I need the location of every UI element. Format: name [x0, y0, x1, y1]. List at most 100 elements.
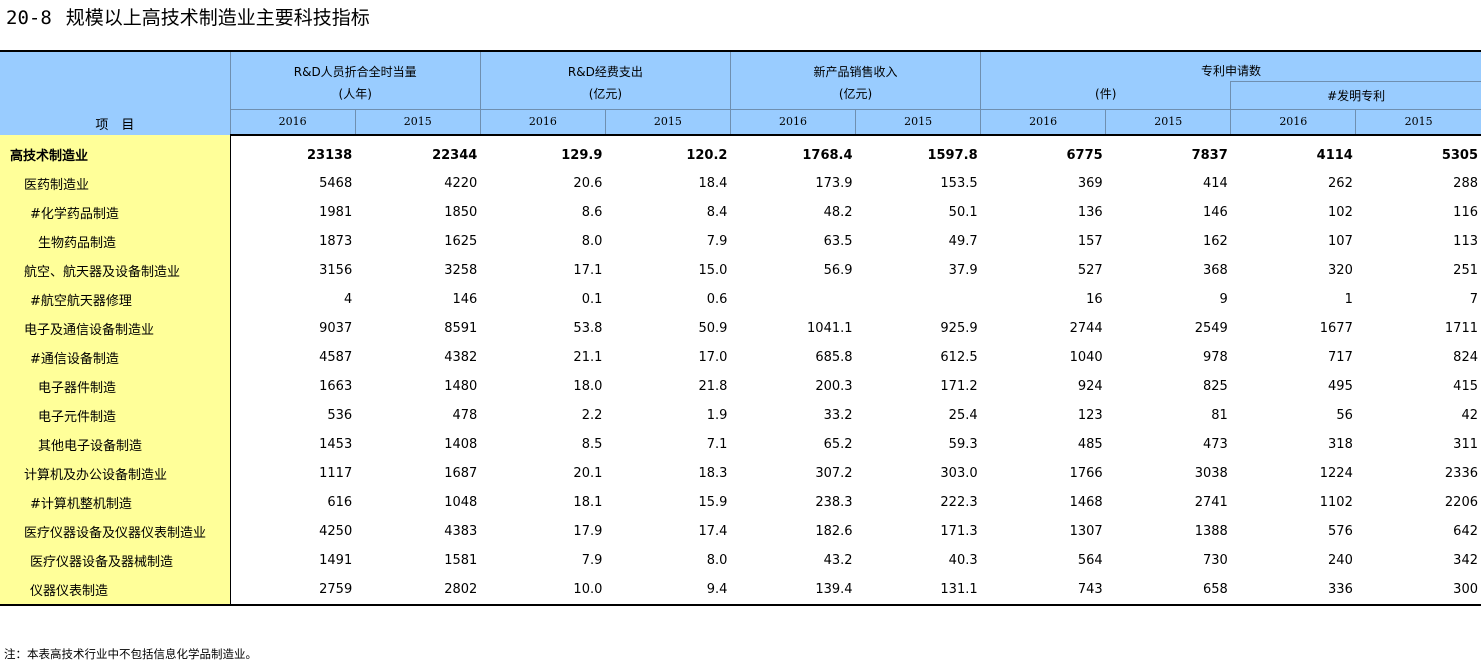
table-cell: 8591: [444, 320, 478, 336]
table-cell: 1117: [319, 465, 353, 481]
table-cell: 0.6: [706, 291, 728, 307]
table-cell: 153.5: [940, 175, 978, 191]
table-cell: 564: [1077, 552, 1103, 568]
table-cell: 612.5: [940, 349, 978, 365]
row-label: #航空航天器修理: [0, 284, 231, 314]
unit-rd-expenditure: (亿元): [479, 81, 731, 109]
table-cell: 342: [1453, 552, 1478, 568]
table-cell: 50.9: [698, 320, 728, 336]
table-cell: 129.9: [561, 147, 603, 163]
table-cell: 9.4: [706, 581, 728, 597]
group-header-patent-applications: 专利申请数: [980, 51, 1481, 82]
table-cell: 17.1: [573, 262, 603, 278]
table-cell: 2744: [1069, 320, 1103, 336]
year-header: 2015: [354, 108, 481, 136]
table-cell: 16: [1086, 291, 1103, 307]
table-cell: 200.3: [815, 378, 853, 394]
table-cell: 1388: [1194, 523, 1228, 539]
table-cell: 102: [1328, 204, 1353, 220]
table-cell: 50.1: [948, 204, 978, 220]
table-cell: 10.0: [573, 581, 603, 597]
table-cell: 37.9: [948, 262, 978, 278]
table-cell: 318: [1328, 436, 1353, 452]
table-row: 医疗仪器设备及仪器仪表制造业 4250 4383 17.9 17.4 182.6 171.3…: [0, 516, 1481, 546]
table-cell: 2336: [1444, 465, 1478, 481]
table-cell: 3258: [444, 262, 478, 278]
table-cell: 478: [452, 407, 478, 423]
table-cell: 336: [1328, 581, 1353, 597]
table-cell: 730: [1202, 552, 1228, 568]
table-cell: 21.8: [698, 378, 728, 394]
table-cell: 4382: [444, 349, 478, 365]
table-cell: 616: [327, 494, 353, 510]
table-cell: 527: [1077, 262, 1103, 278]
table-cell: 120.2: [686, 147, 728, 163]
table-cell: 8.0: [581, 233, 603, 249]
table-cell: 1981: [319, 204, 353, 220]
year-header: 2016: [479, 108, 606, 136]
table-cell: 1102: [1319, 494, 1353, 510]
table-cell: 8.5: [581, 436, 603, 452]
table-cell: 825: [1202, 378, 1228, 394]
table-cell: 925.9: [940, 320, 978, 336]
year-header: 2015: [604, 108, 731, 136]
table-cell: 4114: [1316, 147, 1353, 163]
table-cell: 1468: [1069, 494, 1103, 510]
table-cell: 9037: [319, 320, 353, 336]
table-cell: 576: [1328, 523, 1353, 539]
table-cell: 414: [1202, 175, 1228, 191]
table-cell: 8.4: [706, 204, 728, 220]
table-cell: 157: [1077, 233, 1103, 249]
table-cell: 18.4: [698, 175, 728, 191]
table-cell: 485: [1077, 436, 1103, 452]
table-row: 医药制造业 5468 4220 20.6 18.4 173.9 153.5 369 414 262…: [0, 168, 1481, 198]
row-label: 电子及通信设备制造业: [0, 313, 231, 343]
table-cell: 1625: [444, 233, 478, 249]
table-row: 电子及通信设备制造业 9037 8591 53.8 50.9 1041.1 925.9 274…: [0, 313, 1481, 343]
table-cell: 1048: [444, 494, 478, 510]
table-cell: 7.1: [706, 436, 728, 452]
year-header: 2015: [855, 108, 981, 136]
table-cell: 743: [1077, 581, 1103, 597]
table-cell: 113: [1453, 233, 1478, 249]
table-cell: 4250: [319, 523, 353, 539]
table-cell: 81: [1211, 407, 1228, 423]
table-cell: 1307: [1069, 523, 1103, 539]
year-header: 2016: [1230, 108, 1356, 136]
table-cell: 6775: [1066, 147, 1103, 163]
table-cell: 7: [1469, 291, 1478, 307]
table-cell: 3038: [1194, 465, 1228, 481]
table-cell: 2759: [319, 581, 353, 597]
table-cell: 9: [1219, 291, 1228, 307]
row-label: 电子器件制造: [0, 371, 231, 401]
row-label: 其他电子设备制造: [0, 429, 231, 459]
table-cell: 1677: [1319, 320, 1353, 336]
table-cell: 5305: [1441, 147, 1478, 163]
table-cell: 2549: [1194, 320, 1228, 336]
table-cell: 3156: [319, 262, 353, 278]
table-cell: 48.2: [823, 204, 853, 220]
table-cell: 123: [1077, 407, 1103, 423]
table-cell: 495: [1328, 378, 1353, 394]
row-label: 高技术制造业: [0, 134, 231, 169]
year-header: 2016: [729, 108, 856, 136]
table-cell: 63.5: [823, 233, 853, 249]
table-cell: 18.1: [573, 494, 603, 510]
table-cell: 56: [1336, 407, 1353, 423]
table-cell: 17.0: [698, 349, 728, 365]
table-row: 医疗仪器设备及器械制造 1491 1581 7.9 8.0 43.2 40.3 564 730 2…: [0, 545, 1481, 575]
row-label: 电子元件制造: [0, 400, 231, 430]
table-cell: 7837: [1191, 147, 1228, 163]
table-cell: 824: [1453, 349, 1478, 365]
table-cell: 131.1: [940, 581, 978, 597]
table-cell: 1873: [319, 233, 353, 249]
table-cell: 222.3: [940, 494, 978, 510]
table-cell: 536: [327, 407, 353, 423]
table-cell: 320: [1328, 262, 1353, 278]
table-cell: 18.3: [698, 465, 728, 481]
table-cell: 5468: [319, 175, 353, 191]
table-cell: 303.0: [940, 465, 978, 481]
table-cell: 1766: [1069, 465, 1103, 481]
year-header: 2016: [229, 108, 356, 136]
group-header-rd-personnel: R&D人员折合全时当量: [229, 51, 481, 82]
